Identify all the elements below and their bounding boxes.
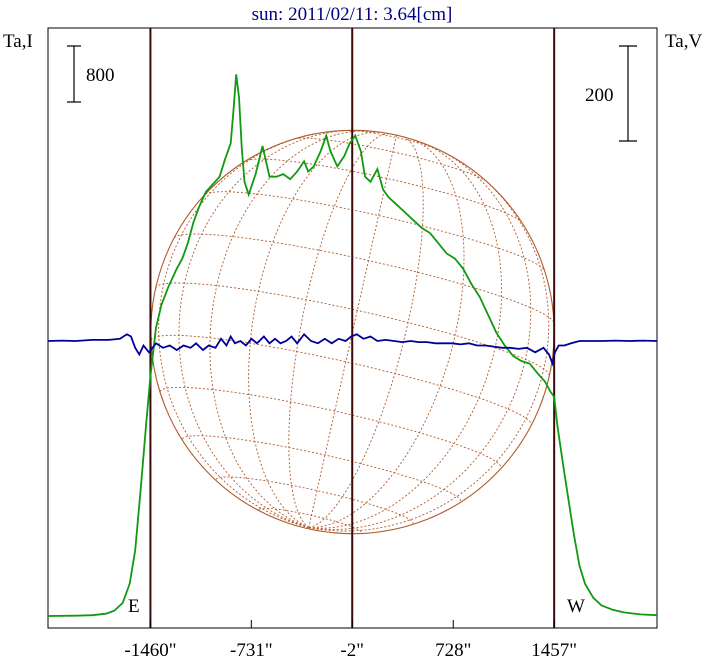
disk-meridian (178, 129, 352, 529)
disk-meridian (308, 135, 397, 528)
disk-meridian (288, 133, 389, 528)
disk-meridian (308, 138, 465, 529)
disk-parallel (150, 334, 532, 426)
disk-parallel (181, 435, 462, 502)
right-scale-bar (619, 45, 637, 142)
disk-parallel (246, 158, 522, 223)
x-axis-ticks: -1460" -731" -2" 728" 1457" (124, 620, 577, 661)
x-tick-label: -731" (230, 640, 273, 661)
disk-parallel (258, 507, 362, 533)
disk-meridian (308, 136, 424, 529)
solar-disk (150, 129, 555, 535)
disk-meridian (248, 131, 382, 529)
left-scale-value: 800 (86, 65, 115, 86)
disk-parallel (205, 191, 545, 271)
x-tick-label: -1460" (124, 640, 176, 661)
right-scale-value: 200 (585, 85, 614, 106)
x-tick-label: -2" (340, 640, 364, 661)
x-tick-label: 1457" (531, 640, 577, 661)
intensity-curve (47, 74, 658, 617)
polarization-curve (47, 332, 658, 367)
left-scale-bar (67, 45, 81, 103)
disk-meridian (158, 133, 316, 529)
disk-parallel (159, 386, 502, 468)
vertical-lines (149, 28, 556, 628)
west-marker: W (567, 596, 585, 617)
right-axis-label: Ta,V (665, 31, 702, 52)
disk-meridian (209, 130, 375, 529)
disk-meridian (308, 167, 550, 532)
disk-meridian (308, 140, 503, 529)
disk-parallel (173, 233, 555, 323)
disk-parallel (349, 129, 441, 152)
x-tick-label: 728" (435, 640, 471, 661)
east-marker: E (128, 596, 140, 617)
chart-title: sun: 2011/02/11: 3.64[cm] (252, 4, 453, 25)
disk-parallel (155, 282, 550, 376)
left-axis-label: Ta,I (3, 31, 33, 52)
